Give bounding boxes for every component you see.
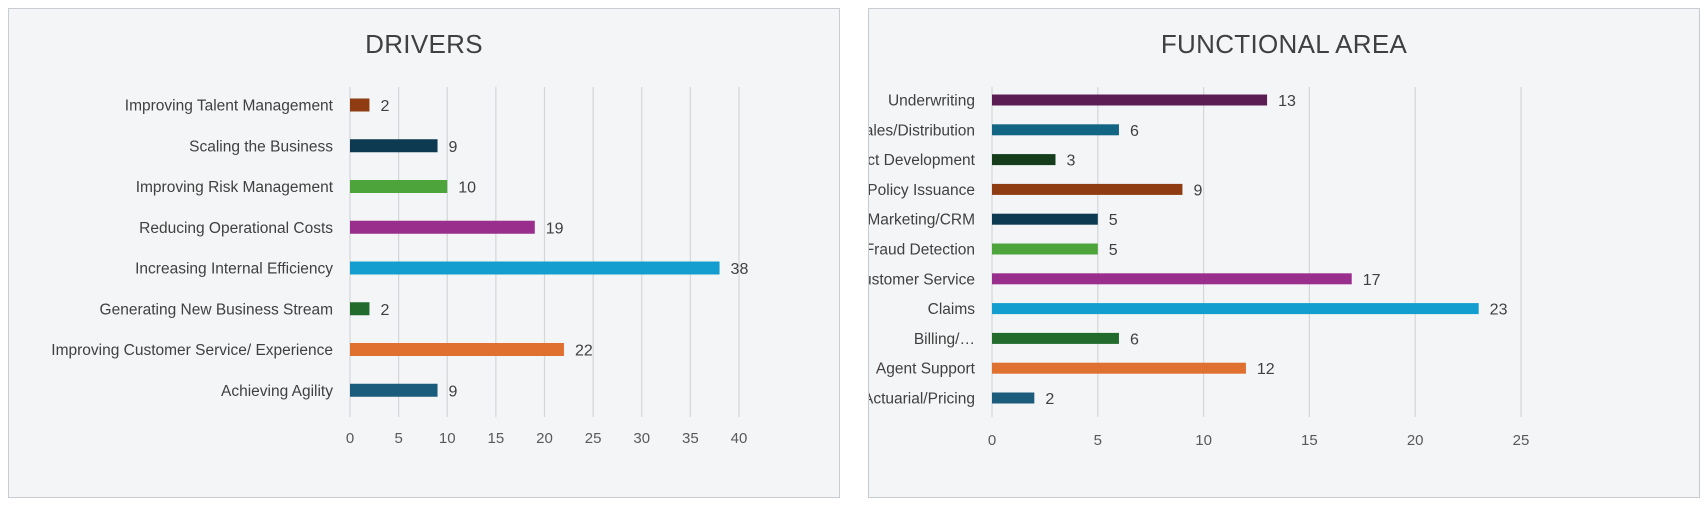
x-tick-label: 10 bbox=[1195, 432, 1212, 449]
x-tick-label: 35 bbox=[682, 430, 699, 447]
bar bbox=[350, 302, 370, 316]
chart-title: DRIVERS bbox=[365, 29, 483, 59]
bar bbox=[992, 213, 1098, 225]
category-label: Agent Support bbox=[876, 361, 976, 378]
category-label: Policy Issuance bbox=[869, 182, 975, 199]
data-label: 2 bbox=[380, 302, 389, 319]
data-label: 13 bbox=[1278, 93, 1296, 110]
x-tick-label: 30 bbox=[633, 430, 650, 447]
data-label: 6 bbox=[1130, 331, 1139, 348]
bar bbox=[992, 362, 1246, 374]
data-label: 9 bbox=[1193, 182, 1202, 199]
data-label: 17 bbox=[1363, 272, 1381, 289]
bar bbox=[350, 343, 564, 356]
bar bbox=[350, 98, 370, 112]
x-tick-label: 20 bbox=[536, 430, 553, 447]
bar bbox=[992, 183, 1183, 195]
data-label: 2 bbox=[1045, 391, 1054, 408]
x-tick-label: 15 bbox=[488, 430, 505, 447]
category-label: Underwriting bbox=[888, 93, 975, 110]
bar bbox=[992, 273, 1352, 285]
category-label: Sales/Distribution bbox=[869, 122, 975, 139]
x-tick-label: 25 bbox=[1513, 432, 1530, 449]
drivers-chart-panel: DRIVERS 0 5 10 15 20 25 30 35 40 Improving Talent… bbox=[8, 8, 840, 498]
data-label: 9 bbox=[449, 383, 458, 400]
data-label: 6 bbox=[1130, 123, 1139, 140]
data-label: 9 bbox=[449, 139, 458, 156]
category-label: Increasing Internal Efficiency bbox=[135, 261, 333, 278]
x-tick-label: 0 bbox=[988, 432, 996, 449]
data-label: 19 bbox=[546, 220, 564, 237]
bar bbox=[350, 261, 720, 275]
drivers-bar-chart: 0 5 10 15 20 25 30 35 40 Improving Talent Managem… bbox=[51, 87, 749, 447]
bar bbox=[350, 220, 535, 234]
x-tick-label: 0 bbox=[346, 430, 354, 447]
bar bbox=[992, 154, 1056, 166]
data-label: 2 bbox=[380, 98, 389, 115]
functional-area-bar-chart: 0510152025Underwriting13Sales/Distributi… bbox=[869, 87, 1530, 449]
category-label: Billing/… bbox=[914, 331, 975, 348]
chart-title: FUNCTIONAL AREA bbox=[1160, 29, 1408, 59]
bar bbox=[992, 303, 1479, 315]
bar bbox=[992, 94, 1268, 106]
category-label: Scaling the Business bbox=[189, 138, 333, 155]
bar bbox=[350, 383, 438, 397]
x-tick-label: 15 bbox=[1301, 432, 1318, 449]
x-tick-label: 10 bbox=[439, 430, 456, 447]
category-label: Actuarial/Pricing bbox=[869, 391, 975, 408]
category-label: Improving Customer Service/ Experience bbox=[51, 342, 333, 359]
data-label: 3 bbox=[1066, 153, 1075, 170]
x-tick-label: 5 bbox=[1094, 432, 1102, 449]
data-label: 22 bbox=[575, 343, 593, 360]
data-label: 5 bbox=[1109, 242, 1118, 259]
data-label: 38 bbox=[731, 261, 749, 278]
x-tick-label: 20 bbox=[1407, 432, 1424, 449]
data-label: 12 bbox=[1257, 361, 1275, 378]
bar bbox=[350, 139, 438, 153]
category-label: Reducing Operational Costs bbox=[139, 220, 333, 237]
functional-area-chart-panel: FUNCTIONAL AREA 0 5 10 15 20 25 Underwriting 13… bbox=[868, 8, 1700, 498]
category-label: Generating New Business Stream bbox=[100, 301, 333, 318]
bar bbox=[350, 180, 448, 193]
x-tick-label: 25 bbox=[585, 430, 602, 447]
category-label: Improving Talent Management bbox=[125, 98, 334, 115]
category-label: Product Development bbox=[869, 152, 976, 169]
bar bbox=[992, 243, 1098, 255]
category-label: Claims bbox=[928, 301, 976, 318]
category-label: Customer Service bbox=[869, 271, 975, 288]
bar bbox=[992, 124, 1119, 136]
data-label: 5 bbox=[1109, 212, 1118, 229]
bar bbox=[992, 332, 1119, 344]
x-tick-label: 5 bbox=[394, 430, 402, 447]
category-label: Achieving Agility bbox=[221, 383, 333, 400]
category-label: Improving Risk Management bbox=[136, 179, 334, 196]
x-tick-label: 40 bbox=[731, 430, 748, 447]
category-label: Marketing/CRM bbox=[869, 212, 975, 229]
data-label: 23 bbox=[1490, 302, 1508, 319]
data-label: 10 bbox=[458, 180, 476, 197]
category-label: Fraud Detection bbox=[869, 242, 975, 259]
bar bbox=[992, 392, 1035, 404]
